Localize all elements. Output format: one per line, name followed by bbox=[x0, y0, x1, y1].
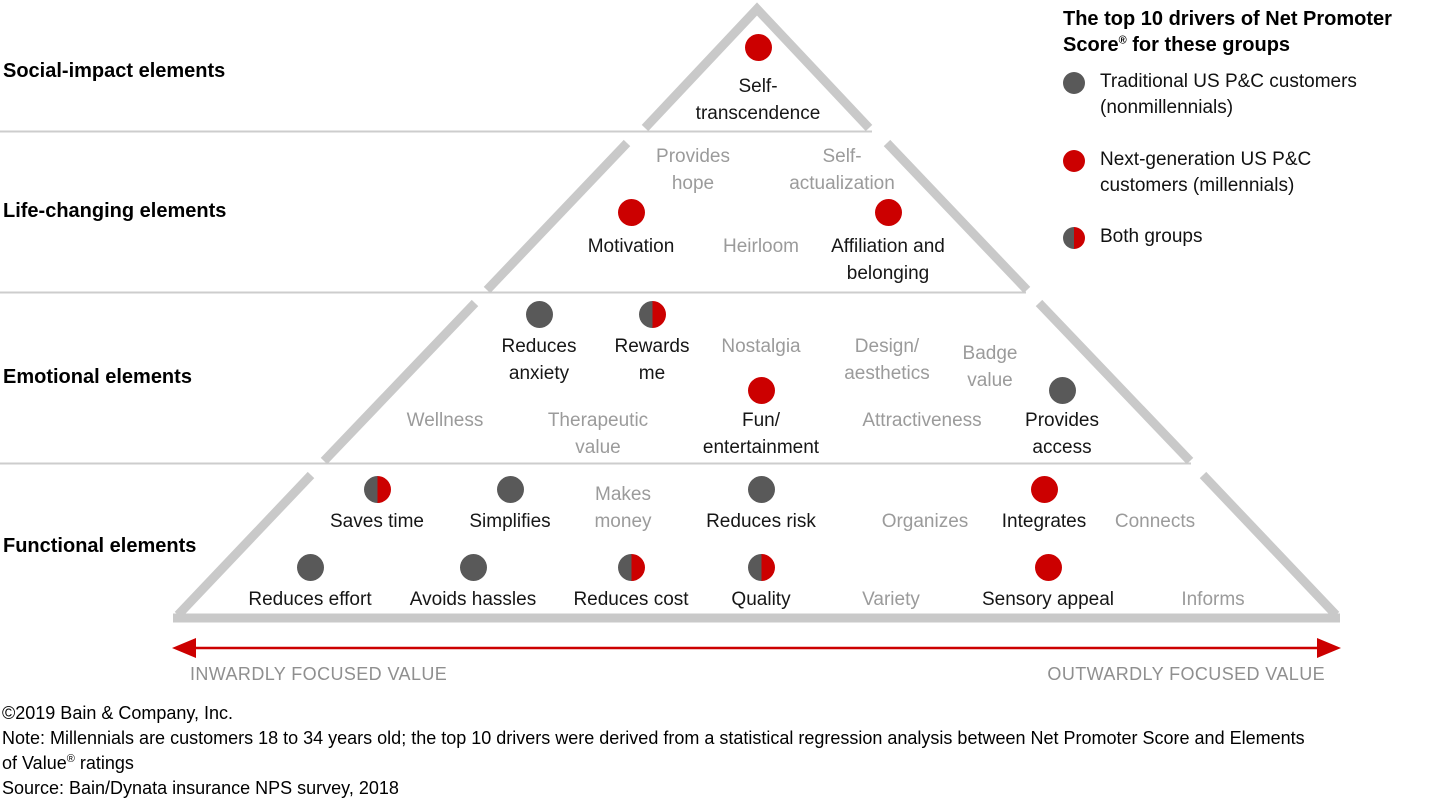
legend: The top 10 drivers of Net Promoter Score… bbox=[1063, 6, 1435, 249]
element-therapeutic-value: Therapeutic value bbox=[547, 410, 649, 458]
driver-dot-both-saves-time bbox=[363, 475, 391, 503]
element-attractiveness: Attractiveness bbox=[862, 410, 982, 431]
legend-title: The top 10 drivers of Net Promoter Score… bbox=[1063, 6, 1435, 58]
note-line-1: Note: Millennials are customers 18 to 34… bbox=[2, 728, 1305, 748]
pyramid-slopes bbox=[173, 2, 1340, 623]
driver-dot-red-self-transcendence bbox=[744, 33, 772, 61]
value-axis-arrow bbox=[172, 638, 1341, 658]
element-reduces-cost: Reduces cost bbox=[573, 589, 689, 610]
element-informs: Informs bbox=[1181, 589, 1245, 610]
element-connects: Connects bbox=[1114, 511, 1196, 532]
element-provides-access: Provides access bbox=[1025, 410, 1099, 458]
driver-dot-both-rewards-me bbox=[638, 300, 666, 328]
element-self-actualization: Self-actualization bbox=[789, 146, 895, 194]
legend-item-traditional: Traditional US P&C customers (nonmillenn… bbox=[1063, 69, 1435, 121]
element-motivation: Motivation bbox=[587, 236, 675, 257]
driver-dot-gray-reduces-anxiety bbox=[525, 300, 553, 328]
element-provides-hope: Provides hope bbox=[656, 146, 730, 194]
driver-dot-gray-avoids-hassles bbox=[459, 553, 487, 581]
element-reduces-anxiety: Reduces anxiety bbox=[501, 336, 577, 384]
element-wellness: Wellness bbox=[406, 410, 484, 431]
legend-title-line2: Score® for these groups bbox=[1063, 34, 1291, 56]
red-dot-icon bbox=[1063, 150, 1085, 172]
element-makes-money: Makes money bbox=[594, 484, 652, 532]
tier-label-life-changing-elements: Life-changing elements bbox=[3, 200, 227, 222]
element-rewards-me: Rewards me bbox=[614, 336, 690, 384]
driver-dot-red-affiliation-and-belonging bbox=[874, 198, 902, 226]
axis-label-outward: OUTWARDLY FOCUSED VALUE bbox=[1047, 664, 1325, 684]
legend-item-label: Traditional US P&C customers bbox=[1100, 71, 1357, 92]
legend-item-label: customers (millennials) bbox=[1100, 175, 1295, 196]
driver-dot-both-reduces-cost bbox=[617, 553, 645, 581]
driver-dot-both-quality bbox=[747, 553, 775, 581]
legend-item-label: Next-generation US P&C bbox=[1100, 149, 1312, 170]
element-saves-time: Saves time bbox=[330, 511, 424, 532]
registered-mark: ® bbox=[66, 753, 75, 765]
driver-dot-red-motivation bbox=[617, 198, 645, 226]
tier-label-functional-elements: Functional elements bbox=[3, 535, 197, 557]
element-reduces-effort: Reduces effort bbox=[248, 589, 372, 610]
legend-title-line1: The top 10 drivers of Net Promoter bbox=[1063, 8, 1392, 30]
driver-dot-red-fun-entertainment bbox=[747, 376, 775, 404]
footer: ©2019 Bain & Company, Inc. Note: Millenn… bbox=[2, 701, 1305, 801]
element-design-aesthetics: Design/aesthetics bbox=[844, 336, 930, 384]
element-sensory-appeal: Sensory appeal bbox=[981, 589, 1115, 610]
arrowhead-left-icon bbox=[172, 638, 196, 658]
element-quality: Quality bbox=[731, 589, 791, 610]
tier-label-social-impact-elements: Social-impact elements bbox=[3, 60, 226, 82]
driver-dot-red-sensory-appeal bbox=[1034, 553, 1062, 581]
element-organizes: Organizes bbox=[881, 511, 969, 532]
copyright-line: ©2019 Bain & Company, Inc. bbox=[2, 703, 234, 723]
axis-label-inward: INWARDLY FOCUSED VALUE bbox=[190, 664, 448, 684]
legend-item-label: (nonmillennials) bbox=[1100, 97, 1234, 118]
note-line-2: of Value® ratings bbox=[2, 753, 134, 773]
driver-dot-gray-reduces-risk bbox=[747, 475, 775, 503]
registered-mark: ® bbox=[1118, 34, 1127, 47]
element-reduces-risk: Reduces risk bbox=[706, 511, 816, 532]
driver-dot-gray-reduces-effort bbox=[296, 553, 324, 581]
element-heirloom: Heirloom bbox=[722, 236, 800, 257]
driver-dot-red-integrates bbox=[1030, 475, 1058, 503]
element-fun-entertainment: Fun/entertainment bbox=[702, 410, 820, 458]
element-self-transcendence: Self-transcendence bbox=[695, 76, 821, 124]
tier-label-emotional-elements: Emotional elements bbox=[3, 366, 192, 388]
half-gray-red-dot-icon bbox=[1063, 227, 1085, 249]
driver-dot-gray-simplifies bbox=[496, 475, 524, 503]
source-line: Source: Bain/Dynata insurance NPS survey… bbox=[2, 778, 399, 798]
legend-item-next-generation: Next-generation US P&C customers (millen… bbox=[1063, 147, 1435, 199]
legend-item-both-groups: Both groups bbox=[1063, 224, 1435, 250]
gray-dot-icon bbox=[1063, 72, 1085, 94]
element-badge-value: Badge value bbox=[962, 343, 1018, 391]
driver-dot-gray-provides-access bbox=[1048, 376, 1076, 404]
legend-item-label: Both groups bbox=[1100, 226, 1203, 247]
element-integrates: Integrates bbox=[1001, 511, 1087, 532]
element-simplifies: Simplifies bbox=[469, 511, 551, 532]
element-variety: Variety bbox=[862, 589, 920, 610]
arrowhead-right-icon bbox=[1317, 638, 1341, 658]
element-nostalgia: Nostalgia bbox=[721, 336, 801, 357]
element-affiliation-and-belonging: Affiliation and belonging bbox=[831, 236, 945, 284]
element-avoids-hassles: Avoids hassles bbox=[409, 589, 537, 610]
